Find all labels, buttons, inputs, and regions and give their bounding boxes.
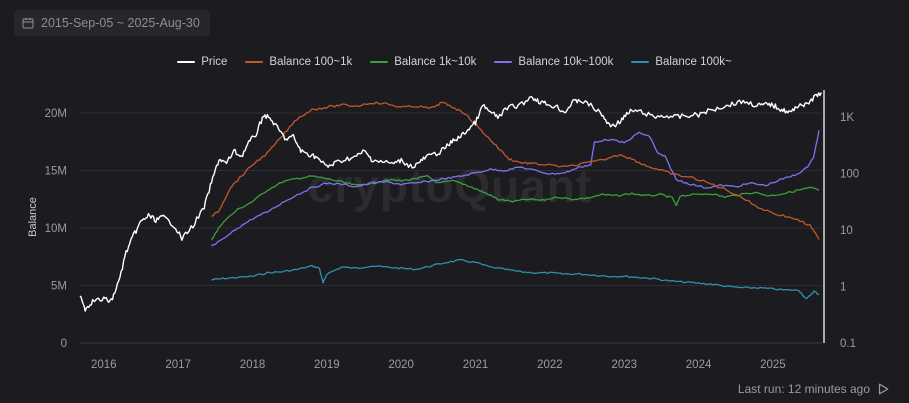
legend-swatch-balance-100k (631, 61, 650, 63)
y-right-tick-label: 1K (840, 112, 854, 124)
y-left-tick-label: 20M (45, 108, 67, 120)
legend-label-balance-1k-10k: Balance 1k~10k (394, 56, 477, 68)
legend-item-balance-100-1k[interactable]: Balance 100~1k (245, 56, 352, 68)
legend-label-balance-100k: Balance 100k~ (655, 56, 732, 68)
legend-swatch-balance-10k-100k (494, 61, 513, 63)
x-tick-label: 2017 (165, 359, 191, 371)
y-right-tick-label: 100 (840, 168, 859, 180)
y-right-tick-label: 0.1 (840, 338, 856, 350)
legend-item-balance-1k-10k[interactable]: Balance 1k~10k (370, 56, 476, 68)
y-right-tick-label: 1 (840, 281, 846, 293)
balance-100k-line (211, 258, 820, 300)
last-run-text: Last run: 12 minutes ago (737, 382, 870, 396)
balance-100-1k-line (211, 101, 820, 240)
chart-gridlines (80, 112, 822, 286)
y-left-tick-label: 10M (45, 223, 67, 235)
x-tick-label: 2022 (537, 359, 563, 371)
watermark-text: cryptoQuant (308, 160, 592, 212)
y-left-tick-label: 0 (61, 338, 67, 350)
legend-item-price[interactable]: Price (177, 56, 227, 68)
date-range-picker[interactable]: 2015-Sep-05 ~ 2025-Aug-30 (14, 10, 210, 36)
chart-legend: Price Balance 100~1k Balance 1k~10k Bala… (0, 56, 909, 68)
x-tick-label: 2024 (686, 359, 712, 371)
x-tick-label: 2020 (388, 359, 414, 371)
balance-1k-10k-line (211, 174, 820, 241)
calendar-icon (22, 17, 34, 29)
legend-label-balance-10k-100k: Balance 10k~100k (518, 56, 614, 68)
x-tick-label: 2023 (611, 359, 637, 371)
legend-swatch-balance-1k-10k (370, 61, 389, 63)
legend-label-price: Price (201, 56, 228, 68)
price-line (79, 92, 822, 312)
x-tick-label: 2018 (240, 359, 266, 371)
date-range-label: 2015-Sep-05 ~ 2025-Aug-30 (41, 16, 200, 30)
y-left-tick-label: 15M (45, 166, 67, 178)
balance-10k-100k-line (211, 130, 820, 247)
footer-status: Last run: 12 minutes ago (738, 382, 889, 396)
chart-axes: 0 5M 10M 15M 20M 0.1 1 10 100 1K 2016 2017 2018 2019 2… (27, 90, 859, 371)
x-tick-label: 2025 (760, 359, 786, 371)
legend-item-balance-10k-100k[interactable]: Balance 10k~100k (494, 56, 613, 68)
y-left-tick-label: 5M (51, 281, 67, 293)
legend-item-balance-100k[interactable]: Balance 100k~ (631, 56, 732, 68)
chart-series (79, 92, 822, 312)
play-icon[interactable] (878, 383, 889, 395)
x-tick-label: 2019 (314, 359, 340, 371)
legend-label-balance-100-1k: Balance 100~1k (269, 56, 353, 68)
x-tick-label: 2021 (463, 359, 489, 371)
legend-swatch-price (177, 61, 196, 63)
y-right-tick-label: 10 (840, 225, 853, 237)
legend-swatch-balance-100-1k (245, 61, 264, 63)
y-axis-title: Balance (27, 197, 39, 237)
x-tick-label: 2016 (91, 359, 117, 371)
